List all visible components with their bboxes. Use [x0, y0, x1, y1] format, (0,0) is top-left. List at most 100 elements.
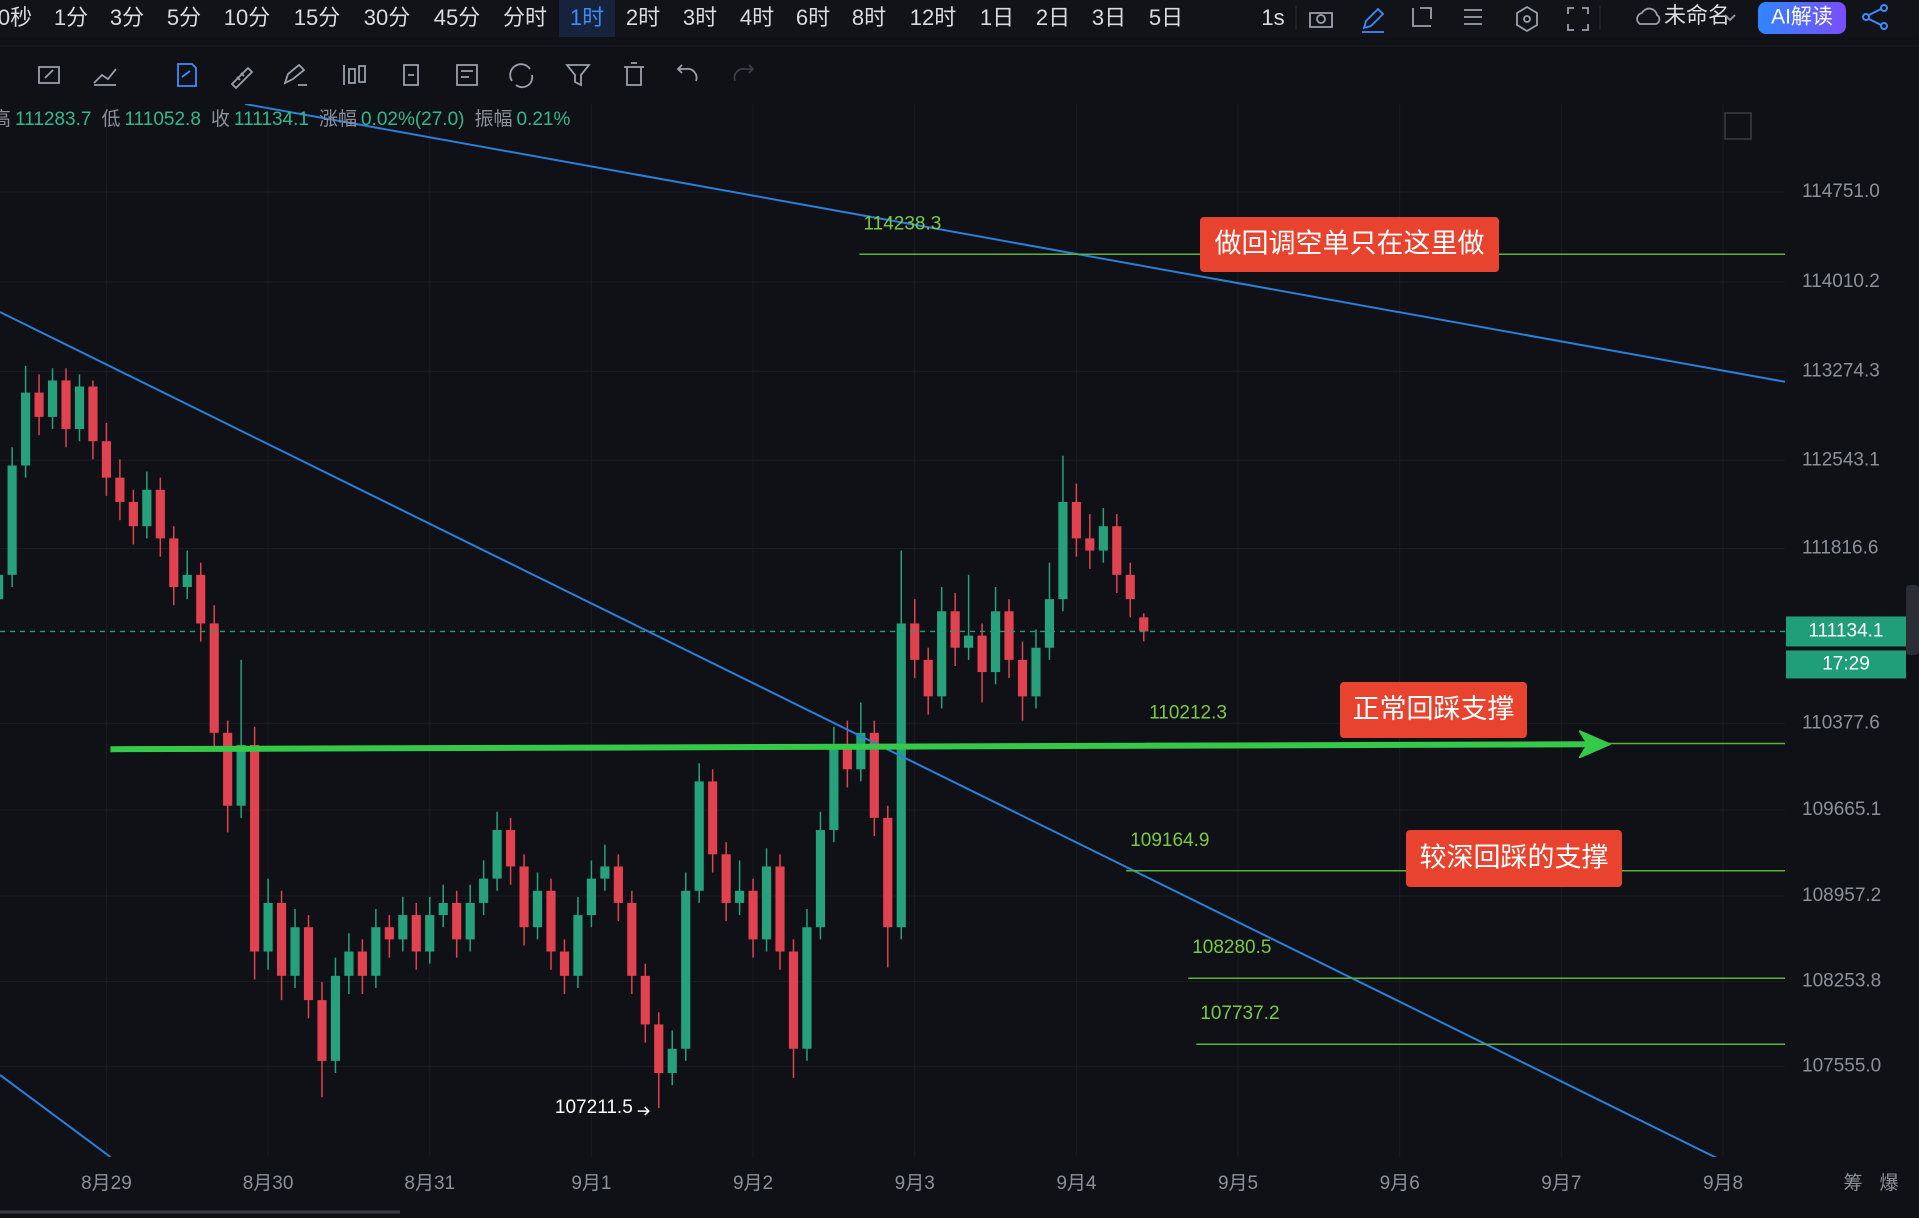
timeframe[interactable]: 1分 [54, 5, 88, 30]
toolbar-icon[interactable] [1464, 9, 1482, 25]
candle-body [128, 501, 138, 527]
timeframe[interactable]: 2日 [1036, 5, 1070, 30]
toolbar-icon[interactable] [1567, 7, 1589, 31]
candle-body [1004, 611, 1014, 660]
candle-body [735, 890, 745, 903]
timeframe[interactable]: 45分 [434, 5, 480, 30]
toolbar-icon[interactable] [1516, 5, 1538, 33]
candle-body [115, 477, 125, 502]
timeframe[interactable]: 0秒 [0, 5, 32, 30]
toolbar-icon[interactable] [1412, 7, 1432, 27]
trendline[interactable] [0, 311, 1727, 1163]
timeframe[interactable]: 3分 [110, 5, 144, 30]
y-tick-label: 114751.0 [1802, 181, 1880, 202]
annotation-text[interactable]: 正常回踩支撑 [1353, 694, 1515, 724]
candle-body [250, 744, 260, 952]
timeframe[interactable]: 10分 [224, 5, 270, 30]
candle-body [317, 1000, 327, 1061]
support-arrow[interactable] [110, 741, 1594, 753]
toolbar-icon[interactable] [1309, 12, 1333, 28]
drawing-tool[interactable] [403, 64, 419, 86]
level-label: 108280.5 [1192, 937, 1271, 958]
candle-body [640, 975, 650, 1025]
candle-body [74, 386, 85, 430]
x-tick-label: 9月2 [733, 1173, 773, 1194]
timeframe[interactable]: 5分 [167, 5, 201, 30]
cloud-icon[interactable] [1636, 7, 1661, 25]
countdown-box [1786, 650, 1906, 679]
candle-body [223, 732, 233, 806]
active-timeframe-bg [559, 0, 615, 37]
arrow-head [1578, 730, 1611, 759]
info-value: 111052.8 [124, 109, 200, 130]
drawing-tool[interactable] [343, 65, 366, 85]
share-icon[interactable] [1862, 4, 1888, 30]
candle-body [1058, 501, 1068, 600]
annotation-box[interactable] [1340, 682, 1527, 738]
drawing-tool[interactable] [509, 63, 534, 89]
candle-body [748, 890, 758, 940]
drawing-tool[interactable] [93, 68, 117, 86]
layout-name[interactable]: 未命名 [1664, 3, 1730, 28]
annotation-text[interactable]: 做回调空单只在这里做 [1215, 229, 1485, 259]
candle-body [613, 866, 623, 903]
timeframe[interactable]: 1日 [980, 5, 1014, 30]
drawing-tool[interactable] [38, 66, 60, 84]
toolbar-icon[interactable] [1362, 7, 1385, 33]
candle-body [1044, 599, 1055, 648]
ai-button[interactable] [1758, 2, 1846, 34]
ai-button-label[interactable]: AI解读 [1771, 6, 1833, 29]
annotation-box[interactable] [1200, 217, 1499, 272]
timeframe[interactable]: 2时 [626, 5, 660, 30]
trendline[interactable] [0, 1074, 112, 1157]
dropdown-icon[interactable] [1724, 14, 1736, 22]
candle-body [101, 441, 112, 478]
candle-body [788, 951, 799, 1049]
y-tick-label: 114010.2 [1802, 271, 1880, 292]
x-tick-label: 9月5 [1218, 1173, 1258, 1194]
interval[interactable]: 1s [1261, 5, 1284, 30]
candle-body [1112, 526, 1122, 575]
countdown-label: 17:29 [1822, 653, 1870, 674]
candle-body [303, 927, 314, 1001]
drawing-tool[interactable] [456, 64, 478, 86]
drawing-tool[interactable] [565, 64, 591, 87]
candle-body [21, 392, 31, 466]
annotation-box[interactable] [1406, 830, 1622, 887]
timeframe[interactable]: 6时 [796, 5, 830, 30]
drawing-tool[interactable] [230, 66, 254, 90]
timeframe[interactable]: 8时 [852, 5, 886, 30]
timeframe[interactable]: 3时 [683, 5, 717, 30]
candle-body [155, 489, 165, 539]
drawing-tool[interactable] [733, 64, 755, 82]
level-label: 109164.9 [1130, 830, 1209, 851]
plot-area [0, 104, 1785, 1163]
timeframe[interactable]: 12时 [910, 5, 956, 30]
footer-item[interactable]: 筹 [1843, 1172, 1862, 1194]
layout-icon[interactable] [1724, 112, 1752, 140]
drawing-tool[interactable] [177, 63, 197, 87]
candle-body [600, 866, 610, 879]
timeframe[interactable]: 3日 [1092, 5, 1126, 30]
candle-body [209, 623, 219, 733]
y-tick-label: 111816.6 [1802, 538, 1878, 559]
y-tick-label: 109665.1 [1802, 799, 1881, 820]
drawing-tool[interactable] [676, 64, 698, 82]
side-handle[interactable] [1906, 585, 1919, 655]
drawing-tool[interactable] [624, 62, 644, 86]
timeframe[interactable]: 15分 [294, 5, 340, 30]
timeframe[interactable]: 4时 [740, 5, 774, 30]
timeframe[interactable]: 5日 [1149, 5, 1183, 30]
footer-item[interactable]: 爆 [1879, 1172, 1898, 1194]
timeframe[interactable]: 分时 [503, 5, 547, 30]
candle-body [398, 915, 408, 940]
annotation-text[interactable]: 较深回踩的支撑 [1420, 843, 1609, 873]
y-tick-label: 110377.6 [1802, 712, 1880, 733]
info-value: 111283.7 [15, 109, 91, 130]
drawing-tool[interactable] [283, 63, 307, 86]
trendline[interactable] [245, 104, 1785, 383]
timeframe[interactable]: 1时 [570, 5, 604, 30]
last-price-label: 111134.1 [1808, 620, 1883, 641]
timeframe[interactable]: 30分 [364, 5, 410, 30]
candle-body [856, 732, 866, 770]
